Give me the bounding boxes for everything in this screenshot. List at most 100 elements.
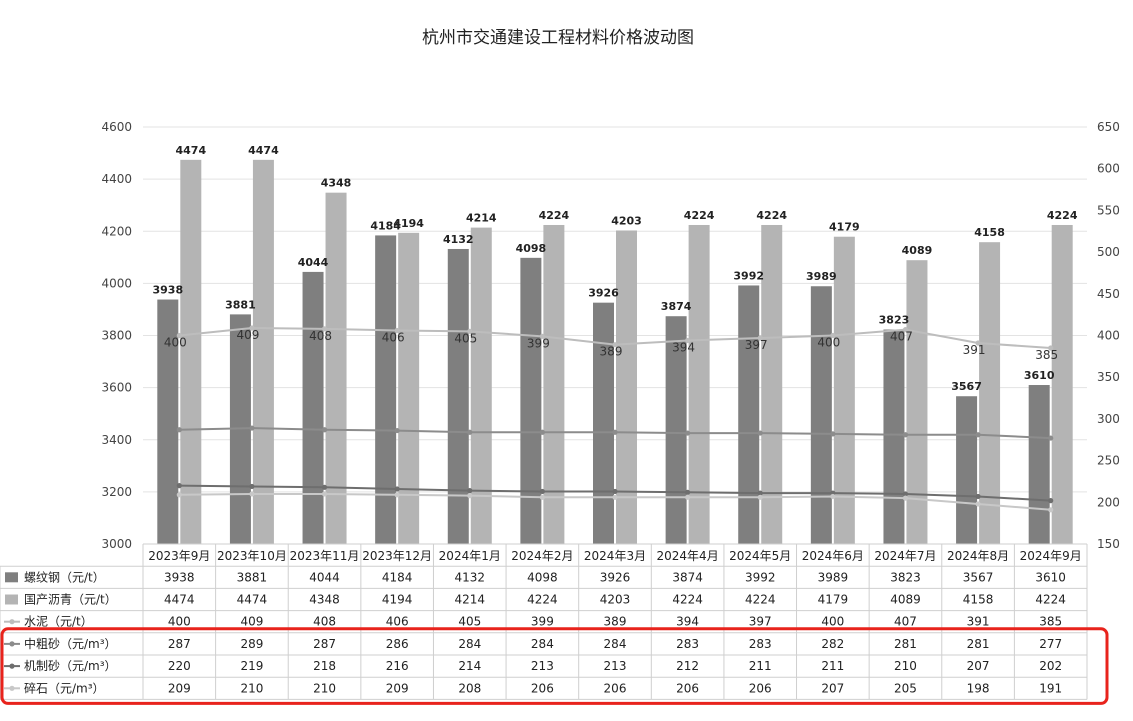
table-cell: 385 (1039, 615, 1062, 629)
bar-rebar (447, 248, 469, 544)
table-cell: 4203 (600, 593, 631, 607)
bar-rebar (956, 396, 978, 544)
table-cell: 207 (967, 659, 990, 673)
right-tick-label: 150 (1097, 537, 1120, 551)
category-label: 2024年5月 (729, 549, 791, 563)
table-cell: 220 (168, 659, 191, 673)
series-point (321, 326, 328, 332)
legend-key (5, 572, 18, 583)
right-tick-label: 650 (1097, 120, 1120, 134)
left-tick-label: 3000 (101, 537, 132, 551)
bar-data-label: 3989 (806, 270, 837, 283)
table-cell: 286 (386, 637, 409, 651)
bar-data-label: 3992 (733, 269, 764, 282)
bar-asphalt (180, 159, 202, 544)
series-point (975, 501, 981, 507)
table-cell: 287 (313, 637, 336, 651)
bar-data-label: 4132 (443, 233, 474, 246)
table-cell: 289 (240, 637, 263, 651)
left-tick-label: 4200 (101, 224, 132, 238)
bar-rebar (810, 286, 832, 544)
table-cell: 210 (313, 681, 336, 695)
table-cell: 405 (458, 615, 481, 629)
left-tick-label: 3400 (101, 433, 132, 447)
bar-data-label: 4194 (393, 217, 424, 230)
bar-asphalt (761, 224, 783, 544)
series-point (394, 427, 400, 434)
legend-key-point (9, 641, 15, 647)
table-cell: 212 (676, 659, 699, 673)
series-name: 机制砂（元/m³） (24, 659, 117, 673)
bar-data-label: 4474 (248, 144, 279, 157)
bar-data-label: 3881 (225, 298, 256, 311)
series-point (321, 427, 328, 433)
series-point (321, 491, 328, 497)
table-cell: 4474 (237, 593, 268, 607)
series-point (685, 337, 691, 344)
series-name: 螺纹钢（元/t） (24, 570, 105, 584)
table-cell: 206 (531, 681, 554, 695)
series-point (394, 492, 400, 498)
grid-lines (143, 126, 1087, 545)
table-cell: 4179 (818, 593, 849, 607)
table-cell: 191 (1039, 681, 1062, 695)
table-cell: 4098 (527, 570, 558, 584)
bar-data-label: 3874 (661, 300, 692, 313)
bars (157, 159, 1073, 545)
series-point (467, 488, 473, 494)
bar-data-label: 4224 (756, 209, 787, 222)
series-point (685, 489, 691, 495)
table-cell: 281 (894, 637, 917, 651)
lines (176, 325, 1054, 513)
series-point (612, 488, 618, 495)
table-cell: 389 (604, 615, 627, 629)
table-cell: 4089 (890, 593, 921, 607)
series-point (975, 432, 981, 438)
bar-data-label: 4224 (539, 209, 570, 222)
cement-data-label: 391 (963, 343, 986, 357)
series-point (757, 490, 763, 496)
category-label: 2023年10月 (217, 549, 287, 563)
cement-data-label: 400 (817, 336, 840, 350)
bar-asphalt (398, 232, 420, 544)
table-cell: 202 (1039, 659, 1062, 673)
category-label: 2024年9月 (1020, 549, 1082, 563)
series-point (902, 432, 909, 438)
table-cell: 206 (604, 681, 627, 695)
series-point (539, 333, 545, 339)
bar-rebar (665, 316, 687, 544)
table-cell: 210 (894, 659, 917, 673)
cement-data-label: 400 (164, 336, 187, 350)
bar-data-label: 4184 (370, 219, 401, 232)
table-cell: 284 (458, 637, 481, 651)
series-point (176, 492, 182, 498)
bar-rebar (883, 329, 905, 544)
table-cell: 218 (313, 659, 336, 673)
table-cell: 216 (386, 659, 409, 673)
table-cell: 4348 (309, 593, 340, 607)
category-label: 2024年2月 (511, 549, 573, 563)
bar-data-label: 4348 (321, 177, 352, 190)
cement-data-label: 409 (236, 328, 259, 342)
right-tick-label: 400 (1097, 329, 1120, 343)
series-point (249, 325, 255, 331)
category-label: 2023年11月 (290, 549, 360, 563)
series-point (249, 425, 255, 431)
series-point (467, 493, 473, 499)
series-point (249, 491, 255, 497)
table-cell: 283 (676, 637, 699, 651)
axes: 3000 3200 3400 3600 3800 4000 4200 4400 4600 150 2… (101, 120, 1119, 551)
table-cell: 3567 (963, 570, 994, 584)
series-point (539, 488, 545, 495)
bar-rebar (157, 299, 179, 544)
series-point (830, 332, 836, 339)
table-cell: 3610 (1035, 570, 1066, 584)
bar-data-label: 3823 (879, 314, 910, 327)
bar-asphalt (833, 236, 855, 544)
series-point (1048, 507, 1054, 513)
data-labels: 3938 3881 4044 4184 4132 4098 3926 3874 3992 3989… (152, 144, 1077, 393)
category-label: 2023年12月 (362, 549, 432, 563)
right-tick-label: 450 (1097, 287, 1120, 301)
cement-data-label: 399 (527, 336, 550, 350)
category-label: 2023年9月 (148, 549, 210, 563)
